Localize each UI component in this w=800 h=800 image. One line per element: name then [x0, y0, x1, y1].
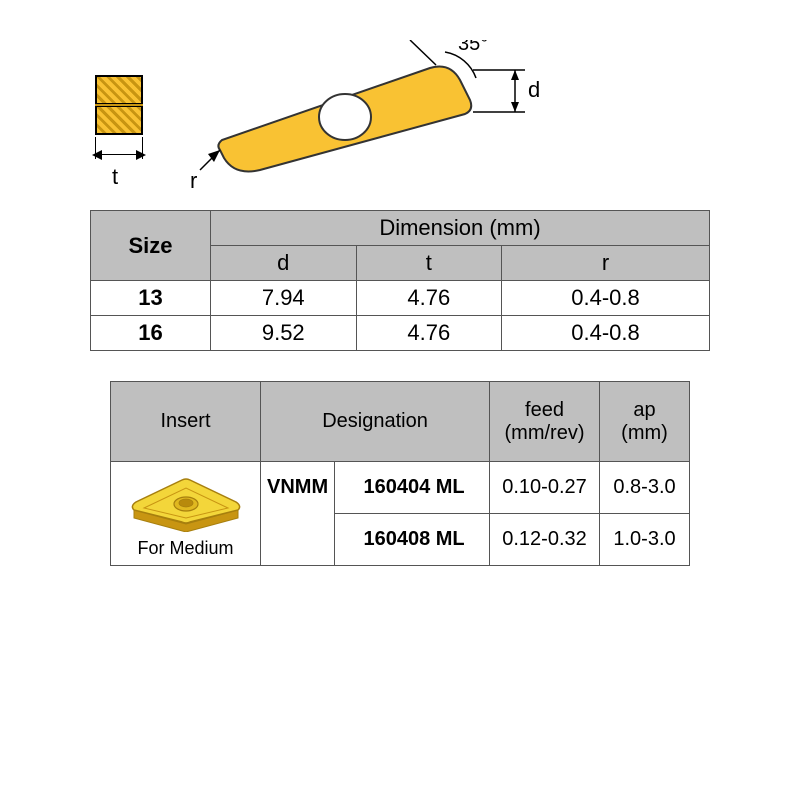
- cell-r: 0.4-0.8: [502, 316, 710, 351]
- cell-vnmm-empty: [261, 514, 335, 566]
- table-row: 13 7.94 4.76 0.4-0.8: [91, 281, 710, 316]
- th-designation: Designation: [261, 382, 490, 462]
- dimension-table: Size Dimension (mm) d t r 13 7.94 4.76 0…: [90, 210, 710, 351]
- th-t: t: [356, 246, 502, 281]
- cell-designation: 160408 ML: [335, 514, 490, 566]
- angle-label: 35°: [458, 40, 488, 55]
- table-row: 16 9.52 4.76 0.4-0.8: [91, 316, 710, 351]
- cell-size: 13: [91, 281, 211, 316]
- cell-ap: 0.8-3.0: [600, 462, 690, 514]
- insert-image-cell: For Medium: [111, 462, 261, 566]
- th-dimension: Dimension (mm): [211, 211, 710, 246]
- top-view-diagram: 35° d r: [190, 40, 560, 190]
- insert-caption: For Medium: [137, 538, 233, 559]
- th-size: Size: [91, 211, 211, 281]
- insert-hole: [319, 94, 371, 140]
- d-label: d: [528, 77, 540, 102]
- r-label: r: [190, 168, 197, 190]
- cell-feed: 0.12-0.32: [490, 514, 600, 566]
- insert-top-svg: 35° d r: [190, 40, 560, 190]
- cell-feed: 0.10-0.27: [490, 462, 600, 514]
- insert-3d-icon: [126, 472, 246, 532]
- side-midline: [95, 103, 143, 107]
- cell-t: 4.76: [356, 281, 502, 316]
- cell-r: 0.4-0.8: [502, 281, 710, 316]
- cell-vnmm: VNMM: [261, 462, 335, 514]
- cell-d: 9.52: [211, 316, 357, 351]
- th-feed: feed(mm/rev): [490, 382, 600, 462]
- th-ap: ap(mm): [600, 382, 690, 462]
- technical-diagrams: t 35° d r: [80, 40, 740, 190]
- th-d: d: [211, 246, 357, 281]
- table-row: For Medium VNMM 160404 ML 0.10-0.27 0.8-…: [111, 462, 690, 514]
- cell-ap: 1.0-3.0: [600, 514, 690, 566]
- cell-d: 7.94: [211, 281, 357, 316]
- th-insert: Insert: [111, 382, 261, 462]
- t-label: t: [112, 164, 118, 190]
- cell-designation: 160404 ML: [335, 462, 490, 514]
- th-r: r: [502, 246, 710, 281]
- cell-t: 4.76: [356, 316, 502, 351]
- cell-size: 16: [91, 316, 211, 351]
- designation-table: Insert Designation feed(mm/rev) ap(mm) F…: [110, 381, 690, 566]
- side-view-diagram: t: [80, 60, 160, 190]
